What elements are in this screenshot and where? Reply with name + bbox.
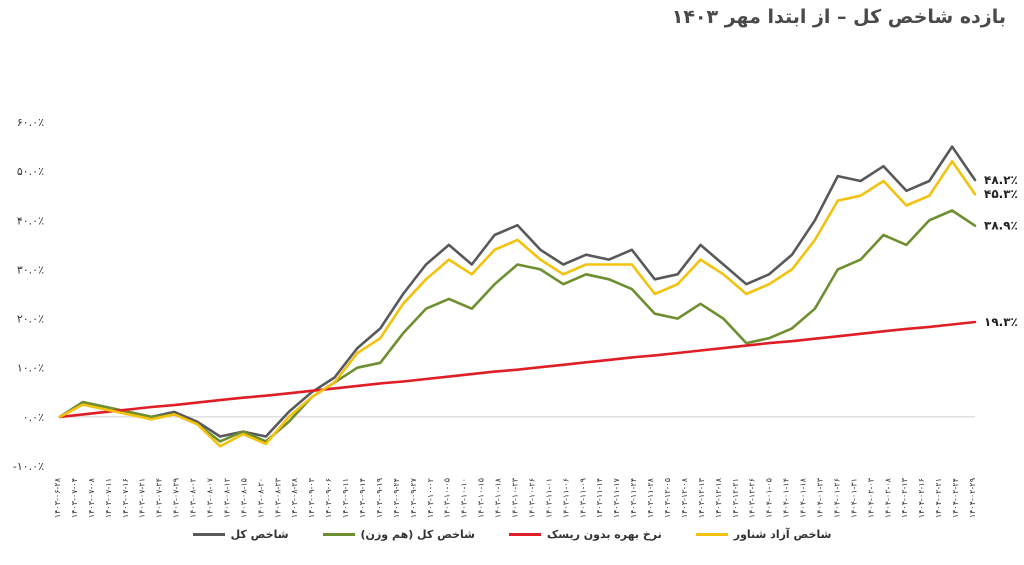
x-tick-label: ۱۴۰۳-۱۱-۰۶ (561, 478, 570, 518)
legend-item: شاخص کل (192, 528, 289, 541)
legend-swatch (322, 533, 355, 536)
x-tick-label: ۱۴۰۳-۱۰-۲۳ (511, 477, 520, 518)
x-tick-label: ۱۴۰۳-۰۶-۲۸ (53, 477, 62, 518)
x-tick-label: ۱۴۰۳-۰۹-۰۶ (324, 478, 333, 518)
x-tick-label: ۱۴۰۳-۱۱-۲۸ (646, 477, 655, 518)
x-tick-label: ۱۴۰۳-۱۲-۲۱ (731, 478, 740, 518)
x-tick-label: ۱۴۰۴-۰۲-۰۳ (866, 477, 875, 518)
x-tick-label: ۱۴۰۳-۰۹-۲۷ (409, 477, 418, 518)
end-value-label: ۱۹.۳٪ (984, 315, 1018, 329)
x-tick-label: ۱۴۰۳-۱۱-۱۴ (595, 478, 604, 518)
legend-item: شاخص کل (هم وزن) (322, 528, 475, 541)
y-tick-label: ۶۰.۰٪ (17, 116, 44, 129)
x-tick-label: ۱۴۰۴-۰۱-۲۳ (816, 477, 825, 518)
legend-swatch (508, 533, 541, 536)
end-value-label: ۴۵.۳٪ (984, 187, 1018, 201)
series-line (58, 320, 977, 419)
series-line (58, 209, 977, 443)
x-tick-label: ۱۴۰۳-۱۰-۰۲ (426, 478, 435, 518)
x-tick-label: ۱۴۰۴-۰۱-۱۸ (799, 477, 808, 518)
x-tick-label: ۱۴۰۴-۰۲-۱۶ (917, 478, 926, 518)
legend-item: نرخ بهره بدون ریسک (508, 528, 662, 541)
legend-label: شاخص آزاد شناور (733, 528, 832, 541)
x-tick-label: ۱۴۰۳-۱۱-۰۱ (544, 478, 553, 518)
x-tick-label: ۱۴۰۳-۱۱-۱۷ (612, 477, 621, 518)
x-tick-label: ۱۴۰۳-۱۰-۱۸ (494, 477, 503, 518)
x-tick-label: ۱۴۰۴-۰۲-۲۴ (951, 478, 960, 518)
x-tick-label: ۱۴۰۳-۱۰-۲۶ (527, 478, 536, 518)
legend-label: شاخص کل (230, 528, 289, 541)
x-tick-label: ۱۴۰۴-۰۱-۱۴ (782, 478, 791, 518)
x-tick-label: ۱۴۰۳-۰۷-۲۹ (172, 478, 181, 518)
x-tick-label: ۱۴۰۳-۰۷-۰۴ (70, 478, 79, 518)
x-tick-label: ۱۴۰۳-۱۲-۱۳ (697, 477, 706, 518)
x-tick-label: ۱۴۰۳-۰۷-۱۱ (104, 478, 113, 518)
x-tick-label: ۱۴۰۳-۱۲-۰۵ (663, 478, 672, 518)
x-tick-label: ۱۴۰۳-۰۹-۰۳ (307, 477, 316, 518)
x-tick-label: ۱۴۰۴-۰۱-۲۶ (832, 478, 841, 518)
x-tick-label: ۱۴۰۳-۰۸-۲۰ (256, 478, 265, 518)
legend-swatch (192, 533, 225, 536)
x-tick-label: ۱۴۰۳-۰۸-۲۸ (290, 477, 299, 518)
x-tick-label: ۱۴۰۳-۱۰-۱۵ (477, 478, 486, 518)
x-tick-label: ۱۴۰۴-۰۲-۲۹ (968, 478, 977, 518)
chart-title: بازده شاخص کل – از ابتدا مهر ۱۴۰۳ (671, 6, 1006, 28)
y-tick-label: ۱۰.۰٪ (17, 362, 44, 375)
x-tick-label: ۱۴۰۳-۰۹-۲۴ (392, 478, 401, 518)
y-tick-label: -۱۰.۰٪ (13, 460, 44, 473)
x-tick-label: ۱۴۰۳-۰۸-۱۲ (222, 478, 231, 518)
end-value-label: ۳۸.۹٪ (984, 219, 1018, 233)
legend-swatch (695, 533, 728, 536)
y-tick-label: ۴۰.۰٪ (17, 214, 44, 227)
x-tick-label: ۱۴۰۳-۰۷-۲۴ (155, 478, 164, 518)
x-tick-label: ۱۴۰۳-۰۸-۲۳ (273, 477, 282, 518)
x-tick-label: ۱۴۰۴-۰۲-۲۱ (934, 478, 943, 518)
x-tick-label: ۱۴۰۳-۱۰-۰۵ (443, 478, 452, 518)
y-tick-label: ۵۰.۰٪ (17, 165, 44, 178)
x-tick-label: ۱۴۰۳-۰۸-۱۵ (239, 478, 248, 518)
x-tick-label: ۱۴۰۳-۱۱-۰۹ (578, 478, 587, 518)
x-tick-label: ۱۴۰۳-۱۲-۱۸ (714, 477, 723, 518)
x-tick-label: ۱۴۰۳-۰۷-۲۱ (138, 478, 147, 518)
series-line (58, 145, 977, 438)
series-line (58, 160, 977, 448)
x-tick-label: ۱۴۰۳-۱۲-۲۶ (748, 478, 757, 518)
x-tick-label: ۱۴۰۳-۰۸-۰۷ (206, 477, 215, 518)
x-tick-label: ۱۴۰۳-۰۸-۰۲ (189, 478, 198, 518)
y-tick-label: ۳۰.۰٪ (17, 263, 44, 276)
chart-legend: شاخص آزاد شناور نرخ بهره بدون ریسک شاخص کل… (0, 528, 1024, 541)
x-tick-label: ۱۴۰۳-۰۹-۱۴ (358, 478, 367, 518)
x-tick-label: ۱۴۰۴-۰۱-۰۵ (765, 478, 774, 518)
x-tick-label: ۱۴۰۳-۱۰-۱۰ (460, 478, 469, 518)
x-tick-label: ۱۴۰۳-۱۲-۰۸ (680, 477, 689, 518)
end-value-label: ۴۸.۲٪ (984, 173, 1018, 187)
legend-item: شاخص آزاد شناور (695, 528, 832, 541)
legend-label: نرخ بهره بدون ریسک (546, 528, 662, 541)
legend-label: شاخص کل (هم وزن) (360, 528, 475, 541)
x-tick-label: ۱۴۰۳-۰۷-۱۶ (121, 478, 130, 518)
x-tick-label: ۱۴۰۳-۰۷-۰۸ (87, 477, 96, 518)
x-tick-label: ۱۴۰۳-۱۱-۲۴ (629, 478, 638, 518)
x-tick-label: ۱۴۰۴-۰۱-۳۱ (849, 478, 858, 518)
x-tick-label: ۱۴۰۳-۰۹-۱۱ (341, 478, 350, 518)
y-tick-label: ۲۰.۰٪ (17, 313, 44, 326)
y-tick-label: ۰.۰٪ (23, 411, 44, 424)
x-tick-label: ۱۴۰۴-۰۲-۱۳ (900, 477, 909, 518)
x-tick-label: ۱۴۰۳-۰۹-۱۹ (375, 478, 384, 518)
x-tick-label: ۱۴۰۴-۰۲-۰۸ (883, 477, 892, 518)
